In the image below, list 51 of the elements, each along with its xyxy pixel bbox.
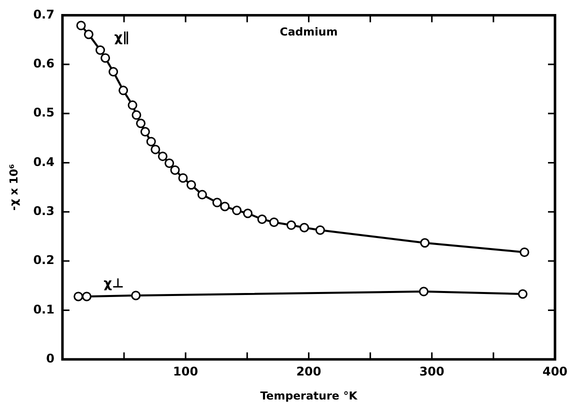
point (269, 217, 279, 227)
point (243, 208, 253, 218)
point (140, 126, 150, 136)
point (520, 247, 530, 257)
point (74, 292, 84, 302)
point (150, 144, 160, 154)
series-label: χ⊥ (104, 276, 124, 292)
y-tick-label: 0 (46, 352, 54, 366)
point (136, 118, 146, 128)
point (232, 206, 242, 216)
point (286, 220, 296, 230)
point (418, 286, 428, 296)
point (518, 289, 528, 299)
point (100, 53, 110, 63)
y-tick-label: 0.2 (33, 253, 54, 268)
point (300, 222, 310, 232)
y-axis-title: -χ x 10⁶ (7, 164, 20, 211)
x-tick-label: 400 (542, 364, 568, 379)
point (164, 158, 174, 168)
x-axis-title: Temperature °K (260, 389, 358, 402)
point (220, 202, 230, 212)
text: Cadmium (280, 26, 338, 39)
point (315, 225, 325, 235)
y-tick-label: 0.4 (33, 154, 54, 169)
y-tick-label: 0.5 (33, 106, 54, 120)
point (158, 152, 168, 162)
y-tick-label: 0.7 (33, 7, 54, 22)
point (257, 214, 267, 224)
legend-label: χ∥ (114, 30, 130, 46)
point (84, 30, 94, 40)
point (197, 190, 207, 200)
point (108, 66, 118, 76)
y-tick-label: 0.1 (33, 302, 54, 316)
point (178, 173, 188, 183)
x-tick-label: 200 (296, 364, 322, 379)
point (420, 238, 430, 248)
point (131, 290, 141, 300)
point (212, 198, 222, 208)
point (146, 136, 156, 146)
point (186, 180, 196, 190)
point (170, 165, 180, 175)
point (132, 110, 142, 120)
point (82, 292, 92, 302)
x-tick-label: 300 (419, 364, 444, 379)
point (128, 100, 138, 110)
point (96, 45, 106, 55)
point (76, 20, 86, 30)
y-tick-label: 0.6 (33, 56, 54, 70)
x-tick-label: 100 (173, 364, 198, 379)
y-tick-label: 0.3 (33, 204, 54, 218)
point (118, 86, 128, 96)
